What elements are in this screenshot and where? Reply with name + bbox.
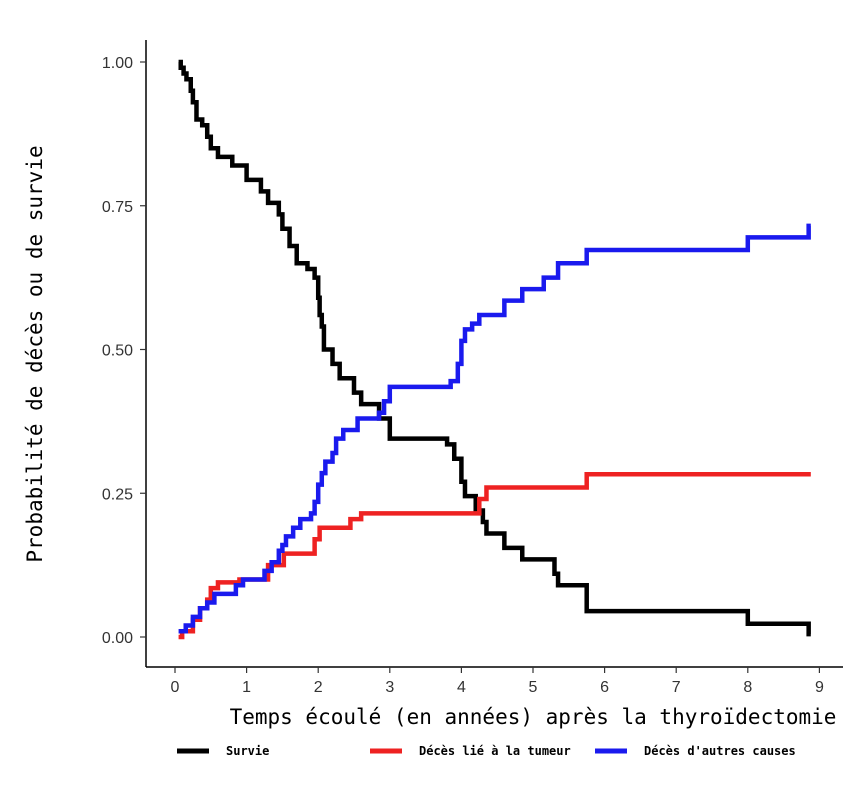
x-tick-label: 7 xyxy=(672,679,681,696)
x-tick-label: 3 xyxy=(385,679,394,696)
x-tick-label: 0 xyxy=(171,679,180,696)
x-tick-label: 1 xyxy=(242,679,251,696)
x-axis-title: Temps écoulé (en années) après la thyroï… xyxy=(230,705,837,729)
ticks-layer: 0 1 2 3 4 5 6 7 8 9 0.00 0.25 0.50 0.75 1.00 xyxy=(102,55,824,696)
x-tick-label: 4 xyxy=(457,679,466,696)
legend-label-2: Décès lié à la tumeur xyxy=(419,744,571,758)
series-layer xyxy=(178,59,811,640)
series-line-3 xyxy=(178,223,811,634)
x-tick-label: 5 xyxy=(529,679,538,696)
y-tick-label: 0.25 xyxy=(102,486,133,503)
x-tick-label: 9 xyxy=(815,679,824,696)
x-tick-label: 6 xyxy=(600,679,609,696)
y-tick-label: 0.50 xyxy=(102,343,133,360)
x-tick-label: 2 xyxy=(314,679,323,696)
legend-label-1: Survie xyxy=(226,744,269,758)
x-tick-label: 8 xyxy=(743,679,752,696)
axes-layer xyxy=(145,40,843,668)
legend: Survie Décès lié à la tumeur Décès d'autre… xyxy=(177,744,796,758)
y-tick-label: 0.75 xyxy=(102,199,133,216)
y-tick-label: 1.00 xyxy=(102,55,133,72)
series-line-1 xyxy=(178,59,811,637)
y-axis-title: Probabilité de décès ou de survie xyxy=(23,145,47,562)
legend-label-3: Décès d'autres causes xyxy=(644,744,796,758)
y-tick-label: 0.00 xyxy=(102,630,133,647)
